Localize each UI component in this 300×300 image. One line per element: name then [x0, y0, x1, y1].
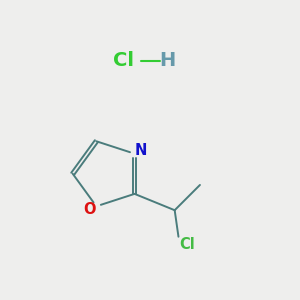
Text: Cl: Cl [180, 238, 195, 253]
Text: N: N [135, 143, 147, 158]
Text: Cl: Cl [113, 51, 134, 70]
Text: O: O [84, 202, 96, 217]
Text: H: H [160, 51, 176, 70]
